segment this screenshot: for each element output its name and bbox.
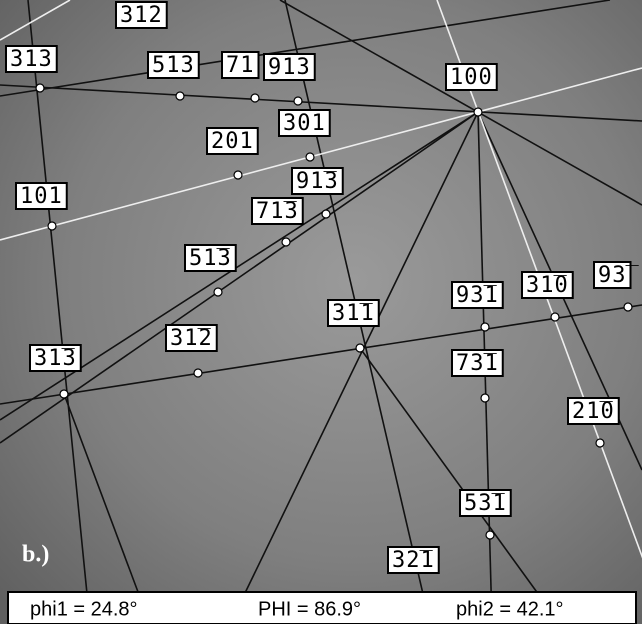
phi1: phi1 = 24.8° <box>30 598 138 620</box>
ebsd-figure: 312 313 513 71 913 100 301 201 101 91̅3 71̅3 51̅3 93… <box>0 0 642 624</box>
zone-label: 101 <box>20 184 63 209</box>
zone-label: 913 <box>268 55 311 80</box>
zone-label: 31̅3 <box>34 346 77 371</box>
zone-label: 91̅3 <box>296 169 339 194</box>
zone-label: 201 <box>211 129 254 154</box>
zone-label: 53̅1 <box>464 491 507 516</box>
zone-label: 73̅1 <box>456 351 499 376</box>
phi2: phi2 = 42.1° <box>456 598 564 620</box>
zone-label: 21̅0 <box>572 399 615 424</box>
zone-label: 71̅3 <box>256 199 299 224</box>
zone-label: 31̅1 <box>332 301 375 326</box>
zone-label: 31̅0 <box>526 273 569 298</box>
zone-label: 301 <box>283 111 326 136</box>
panel-label: b.) <box>22 542 49 568</box>
phi-big: PHI = 86.9° <box>258 598 361 620</box>
zone-label: 513 <box>152 53 195 78</box>
zone-label: 32̅1 <box>392 548 435 573</box>
zone-label: 71 <box>226 53 255 78</box>
zone-label: 93̅1 <box>456 283 499 308</box>
zone-label: 313 <box>10 47 53 72</box>
zone-label: 312 <box>120 3 163 28</box>
zone-label: 31̅2 <box>170 326 213 351</box>
zone-label: 51̅3 <box>189 246 232 271</box>
zone-label: 100 <box>450 65 493 90</box>
